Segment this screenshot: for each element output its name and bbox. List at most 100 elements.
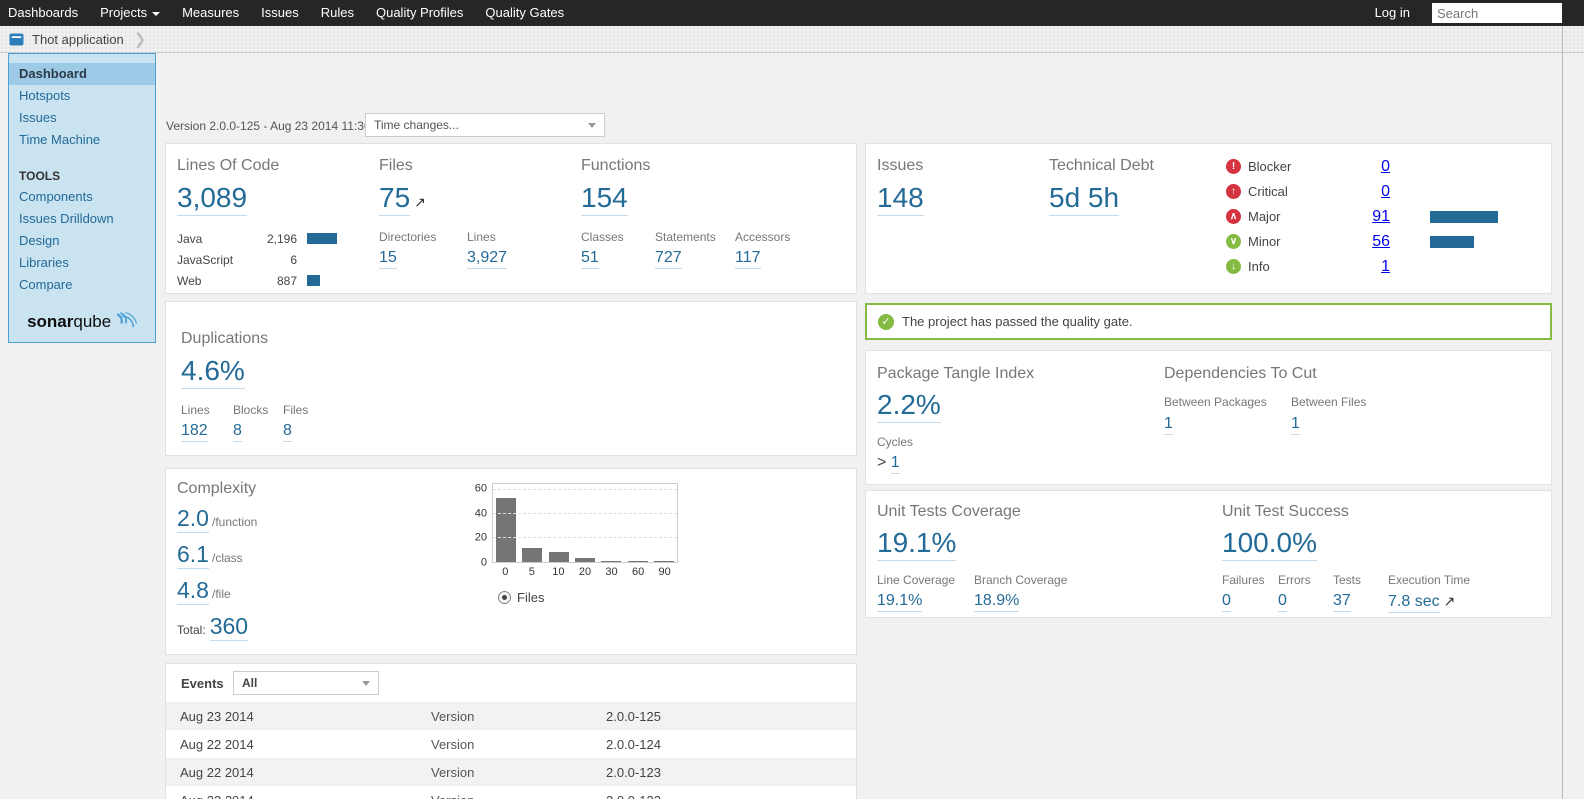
severity-bar [1430,235,1474,248]
chart-bar-0 [496,498,517,562]
language-row: Java 2,196 [177,228,337,249]
logo-text-bold: sonar [27,312,74,331]
minor-count[interactable]: 56 [1372,232,1390,250]
package-tangle-value[interactable]: 2.2% [877,391,941,423]
dup-blocks-value[interactable]: 8 [233,423,242,442]
technical-debt-value[interactable]: 5d 5h [1049,184,1120,216]
gridline [493,489,677,490]
chevron-down-icon [362,681,370,686]
statements-value[interactable]: 727 [655,250,682,269]
sidebar-item-compare[interactable]: Compare [19,277,73,292]
severity-label: Blocker [1248,159,1292,174]
branch-coverage-value[interactable]: 18.9% [974,593,1020,612]
sidebar-item-issues-drilldown[interactable]: Issues Drilldown [19,211,114,226]
y-tick-label: 0 [480,556,487,569]
severity-label: Minor [1248,234,1281,249]
unit-test-success-value[interactable]: 100.0% [1222,529,1317,561]
dup-files-label: Files [283,403,309,417]
sidebar-item-components[interactable]: Components [19,189,93,204]
sidebar: Dashboard Hotspots Issues Time Machine T… [8,53,156,343]
language-bar [307,233,337,244]
execution-time-value[interactable]: 7.8 sec [1388,594,1440,613]
package-tangle-title: Package Tangle Index [877,365,1035,382]
nav-projects[interactable]: Projects [100,0,161,26]
radio-selected-icon [498,591,511,604]
tests-count-value[interactable]: 37 [1333,593,1351,612]
sidebar-item-issues[interactable]: Issues [19,110,57,125]
files-radio[interactable]: Files [498,590,716,605]
line-coverage-value[interactable]: 19.1% [877,593,923,612]
event-row: Aug 23 2014 Version 2.0.0-125 [166,702,856,730]
language-value: 6 [290,252,297,267]
complexity-per-function[interactable]: 2.0 [177,505,209,533]
critical-count[interactable]: 0 [1381,182,1390,200]
chart-bar-90 [653,561,674,562]
event-row: Aug 22 2014 Version 2.0.0-123 [166,758,856,786]
classes-value[interactable]: 51 [581,250,599,269]
nav-measures[interactable]: Measures [182,5,240,20]
events-filter-select[interactable]: All [233,671,379,695]
nav-dashboards[interactable]: Dashboards [8,5,79,20]
language-bar [307,275,320,286]
severity-label: Info [1248,259,1270,274]
nav-quality-gates[interactable]: Quality Gates [485,5,565,20]
unit-tests-coverage-value[interactable]: 19.1% [877,529,957,561]
complexity-per-file[interactable]: 4.8 [177,577,209,605]
files-title: Files [379,157,413,174]
sidebar-item-libraries[interactable]: Libraries [19,255,69,270]
between-packages-value[interactable]: 1 [1164,416,1173,435]
failures-value[interactable]: 0 [1222,593,1231,612]
severity-row: ∧ Major 91 [1226,204,1498,229]
nav-rules[interactable]: Rules [320,5,354,20]
between-files-label: Between Files [1291,395,1367,409]
nav-quality-profiles[interactable]: Quality Profiles [375,5,464,20]
lines-value[interactable]: 3,927 [467,250,508,269]
nav-projects-label: Projects [100,5,148,20]
x-tick-label: 20 [578,566,592,578]
sidebar-item-design[interactable]: Design [19,233,60,248]
size-metrics-widget: Lines Of Code 3,089 Java 2,196 JavaScrip… [165,143,857,294]
language-name: Java [177,231,203,246]
search-input[interactable] [1432,3,1562,23]
accessors-value[interactable]: 117 [735,250,761,269]
x-tick-label: 90 [658,566,671,578]
between-files-value[interactable]: 1 [1291,416,1300,435]
functions-value[interactable]: 154 [581,184,628,216]
chart-y-axis: 0 20 40 60 [466,483,492,568]
info-count[interactable]: 1 [1381,257,1390,275]
major-count[interactable]: 91 [1372,207,1390,225]
issues-value[interactable]: 148 [877,184,924,216]
nav-issues[interactable]: Issues [261,5,299,20]
classes-label: Classes [581,230,624,244]
time-changes-select[interactable]: Time changes... [365,113,605,137]
event-value: 2.0.0-122 [606,793,661,799]
login-link[interactable]: Log in [1374,5,1410,20]
breadcrumb-project[interactable]: Thot application [32,31,124,47]
project-icon [9,33,24,45]
directories-value[interactable]: 15 [379,250,397,269]
dup-files-value[interactable]: 8 [283,423,292,442]
complexity-total-value[interactable]: 360 [209,613,249,641]
complexity-per-class[interactable]: 6.1 [177,541,209,569]
sidebar-item-hotspots[interactable]: Hotspots [19,88,71,103]
trend-up-icon: ↗ [414,194,426,210]
blocker-count[interactable]: 0 [1381,157,1390,175]
duplications-value[interactable]: 4.6% [181,357,245,389]
sidebar-item-time-machine[interactable]: Time Machine [19,132,101,147]
cycles-prefix: > [877,454,887,471]
files-value[interactable]: 75 [379,184,411,216]
chart-bar-60 [627,561,648,562]
language-name: JavaScript [177,252,234,267]
sidebar-item-dashboard[interactable]: Dashboard [9,63,155,85]
complexity-total-label: Total: [177,623,206,637]
functions-title: Functions [581,157,651,174]
dup-lines-value[interactable]: 182 [181,423,208,442]
cycles-value[interactable]: 1 [890,455,900,474]
chart-x-axis: 0 5 10 20 30 60 90 [492,566,678,578]
loc-value[interactable]: 3,089 [177,184,248,216]
y-tick-label: 20 [474,531,487,544]
between-packages-label: Between Packages [1164,395,1267,409]
errors-value[interactable]: 0 [1278,593,1287,612]
complexity-widget: Complexity 2.0/function 6.1/class 4.8/fi… [165,468,857,655]
